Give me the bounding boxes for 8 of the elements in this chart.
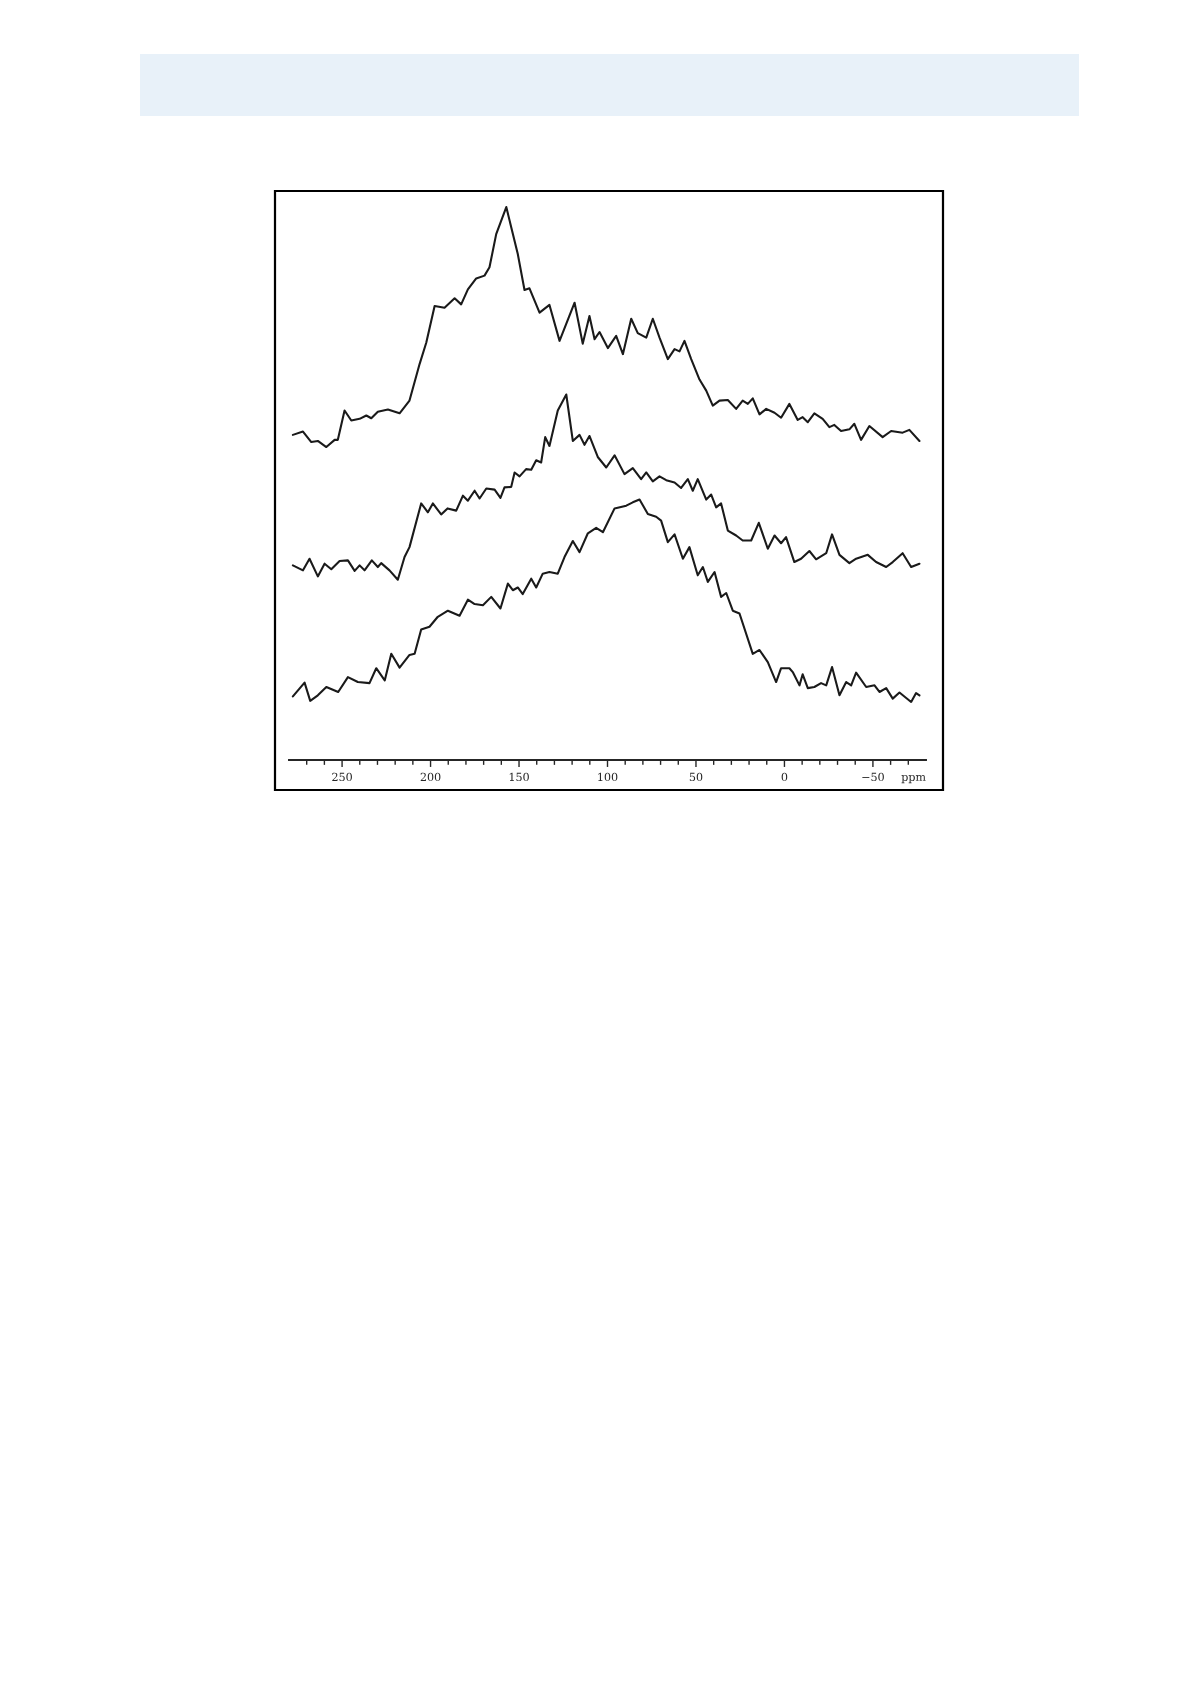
x-tick-label: 50	[689, 772, 703, 782]
x-tick-label: 100	[598, 772, 618, 782]
x-tick-label: 250	[332, 772, 352, 782]
x-axis-title: ppm	[901, 774, 926, 784]
x-tick-label: 200	[420, 772, 441, 782]
x-tick-label: 150	[509, 772, 529, 782]
x-tick-label: 0	[781, 772, 788, 782]
x-tick-label: −50	[862, 772, 884, 782]
